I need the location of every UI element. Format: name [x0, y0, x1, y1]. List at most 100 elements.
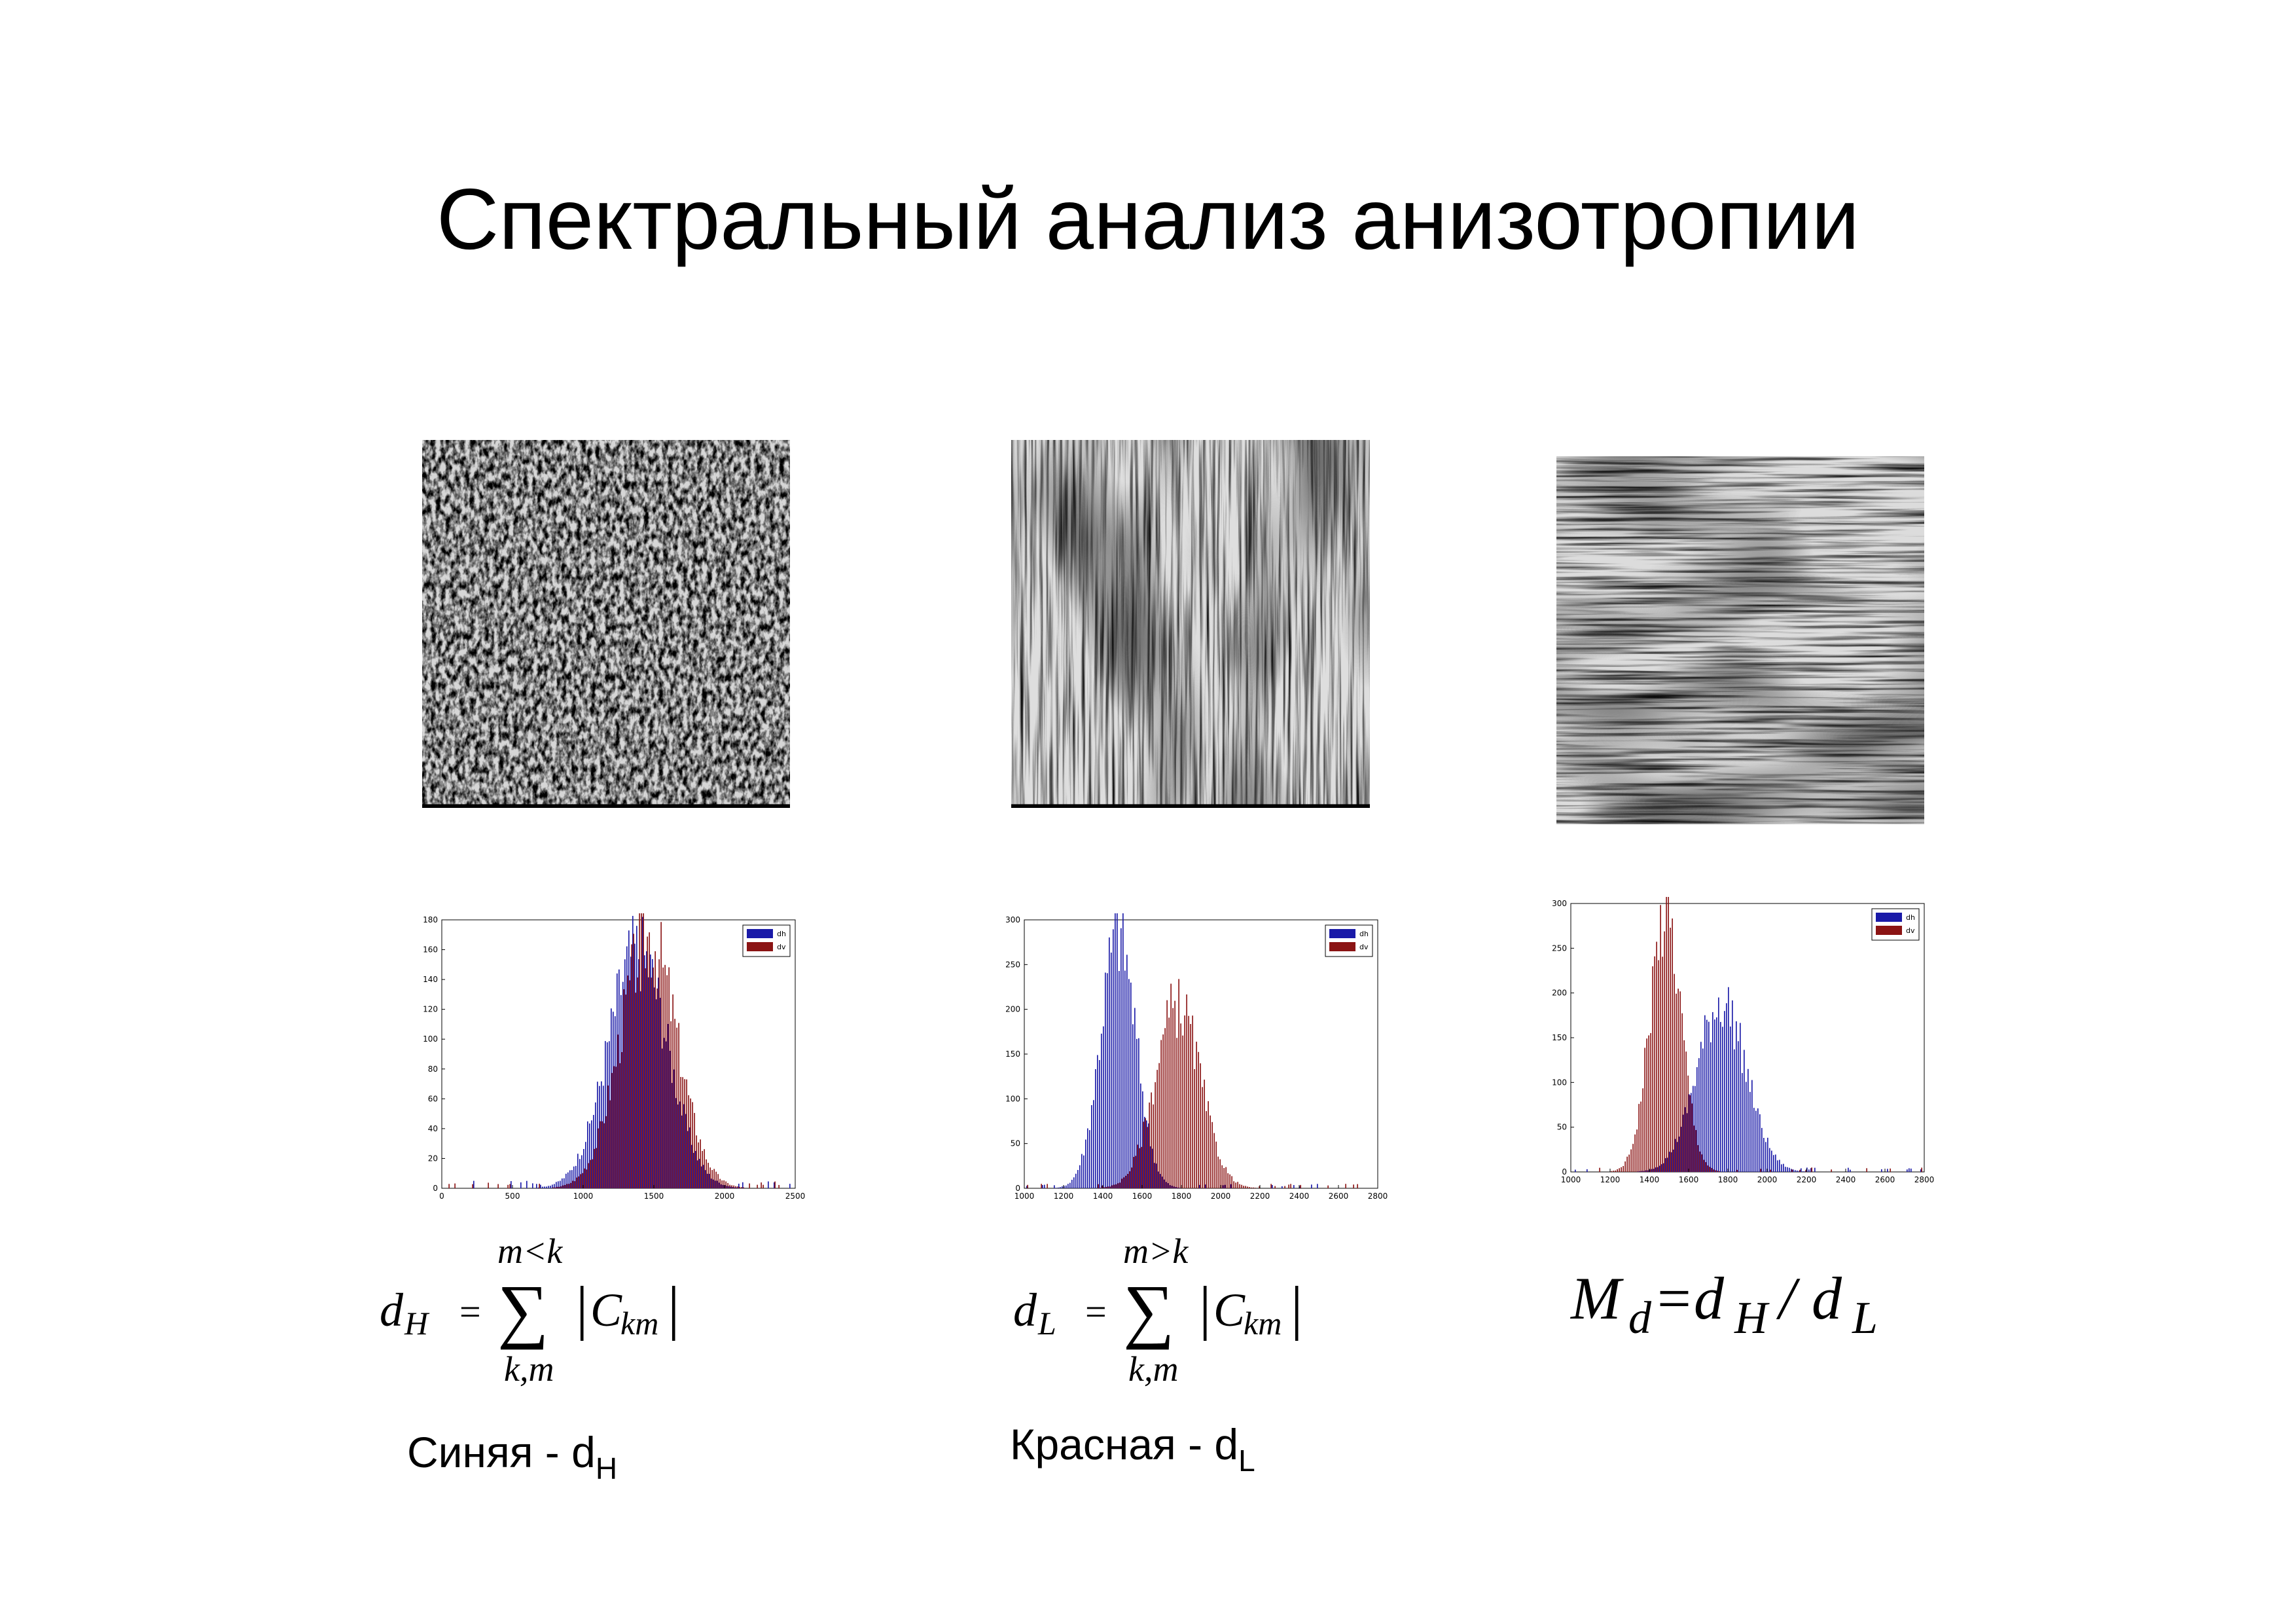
bar — [1636, 1129, 1638, 1172]
y-tick-label: 250 — [1005, 960, 1020, 969]
bar — [560, 1186, 562, 1188]
bar — [1145, 1118, 1146, 1188]
x-tick-label: 2600 — [1329, 1192, 1349, 1201]
blue-label-text: Синяя - d — [407, 1428, 596, 1476]
bar — [617, 1034, 619, 1188]
bar — [1736, 1021, 1737, 1172]
formula-dL-lhs: d — [1013, 1284, 1037, 1336]
bar — [715, 1180, 716, 1188]
blue-label-sub: H — [595, 1451, 618, 1486]
bar — [581, 1155, 583, 1188]
bar — [1188, 1015, 1189, 1188]
bar — [1126, 955, 1128, 1188]
series-dh — [1575, 987, 1922, 1172]
bar — [1073, 1177, 1075, 1188]
bar — [1799, 1171, 1800, 1172]
x-tick-label: 2000 — [715, 1192, 735, 1201]
formula-Md-M: M — [1571, 1265, 1621, 1332]
bar — [729, 1184, 730, 1188]
bar — [1164, 1028, 1166, 1188]
bar — [586, 1169, 587, 1188]
bar — [1095, 1069, 1096, 1188]
bar — [1623, 1165, 1624, 1172]
bar — [1806, 1167, 1808, 1172]
formula-dL-lhs-sub: L — [1038, 1305, 1056, 1341]
bar — [1130, 982, 1132, 1188]
y-tick-label: 140 — [423, 975, 438, 984]
bar — [1621, 1167, 1622, 1172]
bar — [1097, 1055, 1098, 1188]
bar — [1105, 972, 1106, 1188]
bar — [1101, 1033, 1102, 1188]
bar — [1722, 1027, 1723, 1172]
legend-label: dv — [1359, 943, 1369, 951]
bar — [1640, 1171, 1641, 1172]
bar — [1740, 1023, 1741, 1172]
bar — [1649, 1169, 1651, 1172]
bar — [1128, 979, 1130, 1188]
bar — [706, 1159, 707, 1188]
bar — [691, 1144, 692, 1188]
bar — [1044, 1184, 1045, 1188]
x-tick-label: 1500 — [644, 1192, 664, 1201]
bar — [1186, 994, 1187, 1188]
bar — [709, 1167, 711, 1188]
y-tick-label: 180 — [423, 915, 438, 924]
bar — [1109, 937, 1110, 1188]
bar — [673, 1069, 675, 1188]
bar — [1683, 1040, 1685, 1172]
bar — [1831, 1169, 1832, 1172]
bar — [580, 1174, 581, 1188]
formula-dH-term-sub: km — [620, 1305, 659, 1341]
bar — [662, 967, 664, 1188]
legend: dh dv — [742, 924, 791, 957]
bar — [1155, 1082, 1156, 1188]
bar — [1182, 1035, 1183, 1188]
bar — [1166, 1182, 1167, 1188]
bar — [698, 1142, 699, 1188]
bar — [705, 1170, 706, 1188]
x-tick-label: 1600 — [1679, 1175, 1699, 1184]
bar — [603, 1085, 604, 1188]
bar — [1810, 1168, 1812, 1172]
bar — [1624, 1161, 1626, 1172]
formula-dL-upper: m>k — [1123, 1231, 1189, 1271]
bar — [1687, 1075, 1689, 1172]
y-tick-label: 40 — [428, 1124, 438, 1133]
bar — [768, 1181, 769, 1188]
formula-Md-d2-sub: L — [1852, 1293, 1878, 1343]
bar — [1060, 1187, 1061, 1188]
bar — [640, 991, 641, 1188]
bar — [1147, 1127, 1148, 1188]
bar — [1793, 1169, 1794, 1172]
bar — [550, 1186, 551, 1188]
bar — [1759, 1114, 1761, 1172]
formula-dL-term-sub: km — [1244, 1305, 1282, 1341]
bar — [1630, 1149, 1632, 1172]
bar — [569, 1170, 571, 1188]
bar — [1732, 1000, 1733, 1172]
x-tick-label: 2600 — [1875, 1175, 1895, 1184]
bar — [664, 1038, 665, 1188]
x-tick-label: 1400 — [1093, 1192, 1113, 1201]
bar — [708, 1163, 709, 1188]
formula-dH-eq: = — [459, 1290, 481, 1333]
bar — [564, 1184, 565, 1188]
bar — [1111, 952, 1112, 1188]
bar — [1804, 1171, 1806, 1172]
bar — [1150, 1146, 1151, 1188]
bar — [713, 1179, 714, 1188]
bar — [732, 1187, 734, 1188]
bar — [1223, 1168, 1225, 1188]
y-tick-label: 160 — [423, 945, 438, 955]
bar — [1654, 956, 1655, 1172]
y-tick-label: 150 — [1552, 1033, 1567, 1042]
bar — [622, 981, 624, 1188]
bar — [625, 994, 626, 1188]
bar — [1651, 1169, 1653, 1172]
bar — [1698, 1058, 1700, 1172]
bar — [1164, 1179, 1165, 1188]
bar — [1666, 897, 1667, 1172]
bar — [1174, 1000, 1175, 1188]
bar — [711, 1170, 713, 1188]
